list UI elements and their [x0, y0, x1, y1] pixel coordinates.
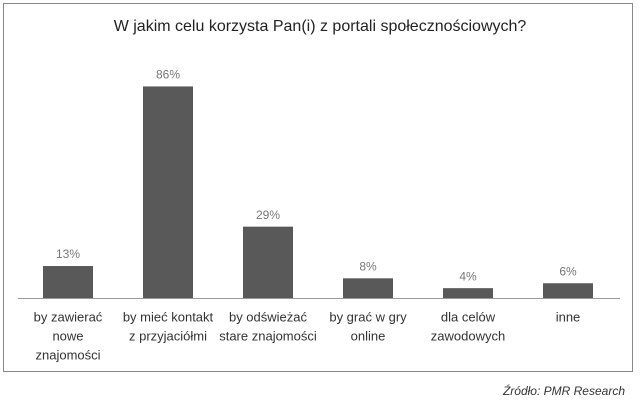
- x-tick-label: by odświeżać: [229, 309, 308, 324]
- data-label: 86%: [156, 68, 180, 82]
- bar: [143, 86, 193, 298]
- x-tick-label: by zawierać: [34, 309, 103, 324]
- x-tick-label: nowe: [52, 328, 83, 343]
- x-tick-label: znajomości: [35, 347, 100, 362]
- chart-border: [3, 3, 633, 372]
- data-label: 29%: [256, 208, 280, 222]
- bar: [343, 278, 393, 298]
- x-tick-label: dla celów: [441, 309, 496, 324]
- data-label: 6%: [559, 264, 577, 278]
- bar: [443, 288, 493, 298]
- x-tick-label: stare znajomości: [219, 328, 317, 343]
- bar: [543, 283, 593, 298]
- data-label: 8%: [359, 259, 377, 273]
- bar: [43, 266, 93, 298]
- x-tick-label: inne: [556, 309, 581, 324]
- x-tick-label: online: [351, 328, 386, 343]
- data-label: 4%: [459, 269, 477, 283]
- chart-title: W jakim celu korzysta Pan(i) z portali s…: [114, 18, 527, 35]
- bar: [243, 226, 293, 298]
- x-tick-label: by mieć kontakt: [123, 309, 214, 324]
- x-tick-label: by grać w gry: [329, 309, 407, 324]
- x-tick-label: z przyjaciółmi: [129, 328, 207, 343]
- source-note: Źródło: PMR Research: [502, 383, 625, 398]
- x-tick-label: zawodowych: [431, 328, 505, 343]
- data-label: 13%: [56, 247, 80, 261]
